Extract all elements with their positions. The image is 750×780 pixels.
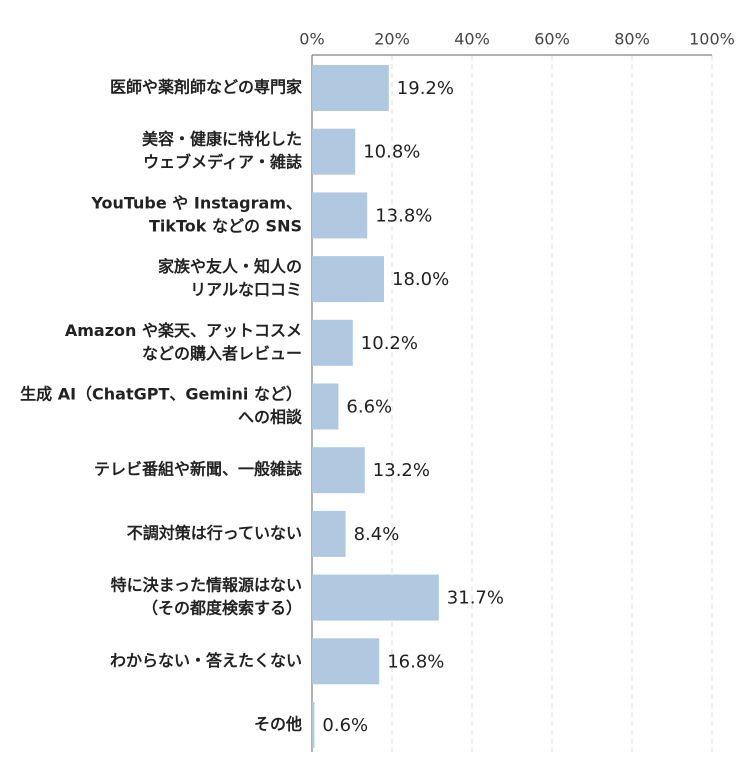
category-label: などの購入者レビュー — [142, 344, 302, 363]
category-label: （その都度検索する） — [142, 599, 302, 618]
bar — [312, 128, 356, 175]
value-label: 10.2% — [361, 333, 418, 354]
category-label: YouTube や Instagram、 — [90, 193, 302, 212]
category-label: 家族や友人・知人の — [158, 257, 302, 276]
category-label: ウェブメディア・雑誌 — [143, 153, 302, 172]
value-label: 8.4% — [354, 524, 400, 545]
category-label: 不調対策は行っていない — [127, 523, 302, 542]
value-label: 18.0% — [392, 269, 449, 290]
value-label: 13.8% — [375, 205, 432, 226]
bar — [312, 65, 389, 111]
category-label: 美容・健康に特化した — [142, 130, 302, 149]
category-label: わからない・答えたくない — [110, 651, 302, 670]
x-tick-label: 60% — [534, 30, 570, 49]
bar — [312, 256, 384, 303]
category-label: への相談 — [238, 408, 303, 427]
category-label: 医師や薬剤師などの専門家 — [110, 78, 303, 97]
category-label: テレビ番組や新聞、一般雑誌 — [94, 460, 302, 479]
x-tick-label: 0% — [299, 30, 324, 49]
bar — [312, 319, 353, 366]
value-label: 0.6% — [322, 715, 368, 736]
bar — [312, 574, 439, 621]
x-tick-label: 40% — [454, 30, 490, 49]
bar — [312, 383, 339, 430]
bar — [312, 702, 315, 748]
value-label: 31.7% — [447, 588, 504, 609]
bar — [312, 510, 346, 557]
category-label: リアルな口コミ — [190, 280, 302, 299]
bar — [312, 638, 380, 685]
bar — [312, 447, 365, 494]
value-label: 19.2% — [397, 78, 454, 99]
category-label: Amazon や楽天、アットコスメ — [65, 321, 302, 340]
value-label: 16.8% — [387, 651, 444, 672]
value-label: 10.8% — [363, 142, 420, 163]
x-tick-label: 20% — [374, 30, 410, 49]
category-label: 特に決まった情報源はない — [111, 576, 302, 595]
x-tick-label: 100% — [689, 30, 735, 49]
value-label: 13.2% — [373, 460, 430, 481]
x-tick-label: 80% — [614, 30, 650, 49]
category-label: 生成 AI（ChatGPT、Gemini など） — [20, 385, 302, 404]
category-label: その他 — [254, 715, 302, 734]
value-label: 6.6% — [346, 397, 392, 418]
category-label: TikTok などの SNS — [149, 216, 302, 235]
bar — [312, 192, 368, 239]
